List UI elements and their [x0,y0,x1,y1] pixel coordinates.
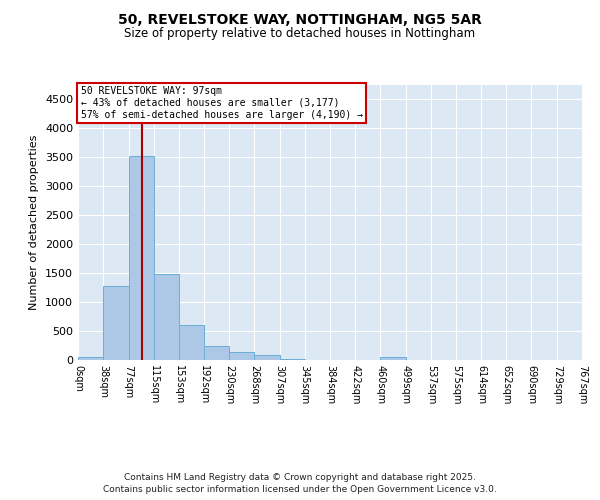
Text: 50, REVELSTOKE WAY, NOTTINGHAM, NG5 5AR: 50, REVELSTOKE WAY, NOTTINGHAM, NG5 5AR [118,12,482,26]
Text: Contains HM Land Registry data © Crown copyright and database right 2025.: Contains HM Land Registry data © Crown c… [124,472,476,482]
Text: Contains public sector information licensed under the Open Government Licence v3: Contains public sector information licen… [103,485,497,494]
Text: 50 REVELSTOKE WAY: 97sqm
← 43% of detached houses are smaller (3,177)
57% of sem: 50 REVELSTOKE WAY: 97sqm ← 43% of detach… [80,86,362,120]
Bar [154,274,179,360]
Bar [128,156,154,360]
Bar [179,326,204,360]
Bar [103,286,128,360]
Text: Size of property relative to detached houses in Nottingham: Size of property relative to detached ho… [124,28,476,40]
Bar [204,346,229,360]
Bar [280,359,305,360]
Bar [78,357,103,360]
Bar [254,356,280,360]
Y-axis label: Number of detached properties: Number of detached properties [29,135,40,310]
Bar [229,352,254,360]
Bar [380,357,406,360]
